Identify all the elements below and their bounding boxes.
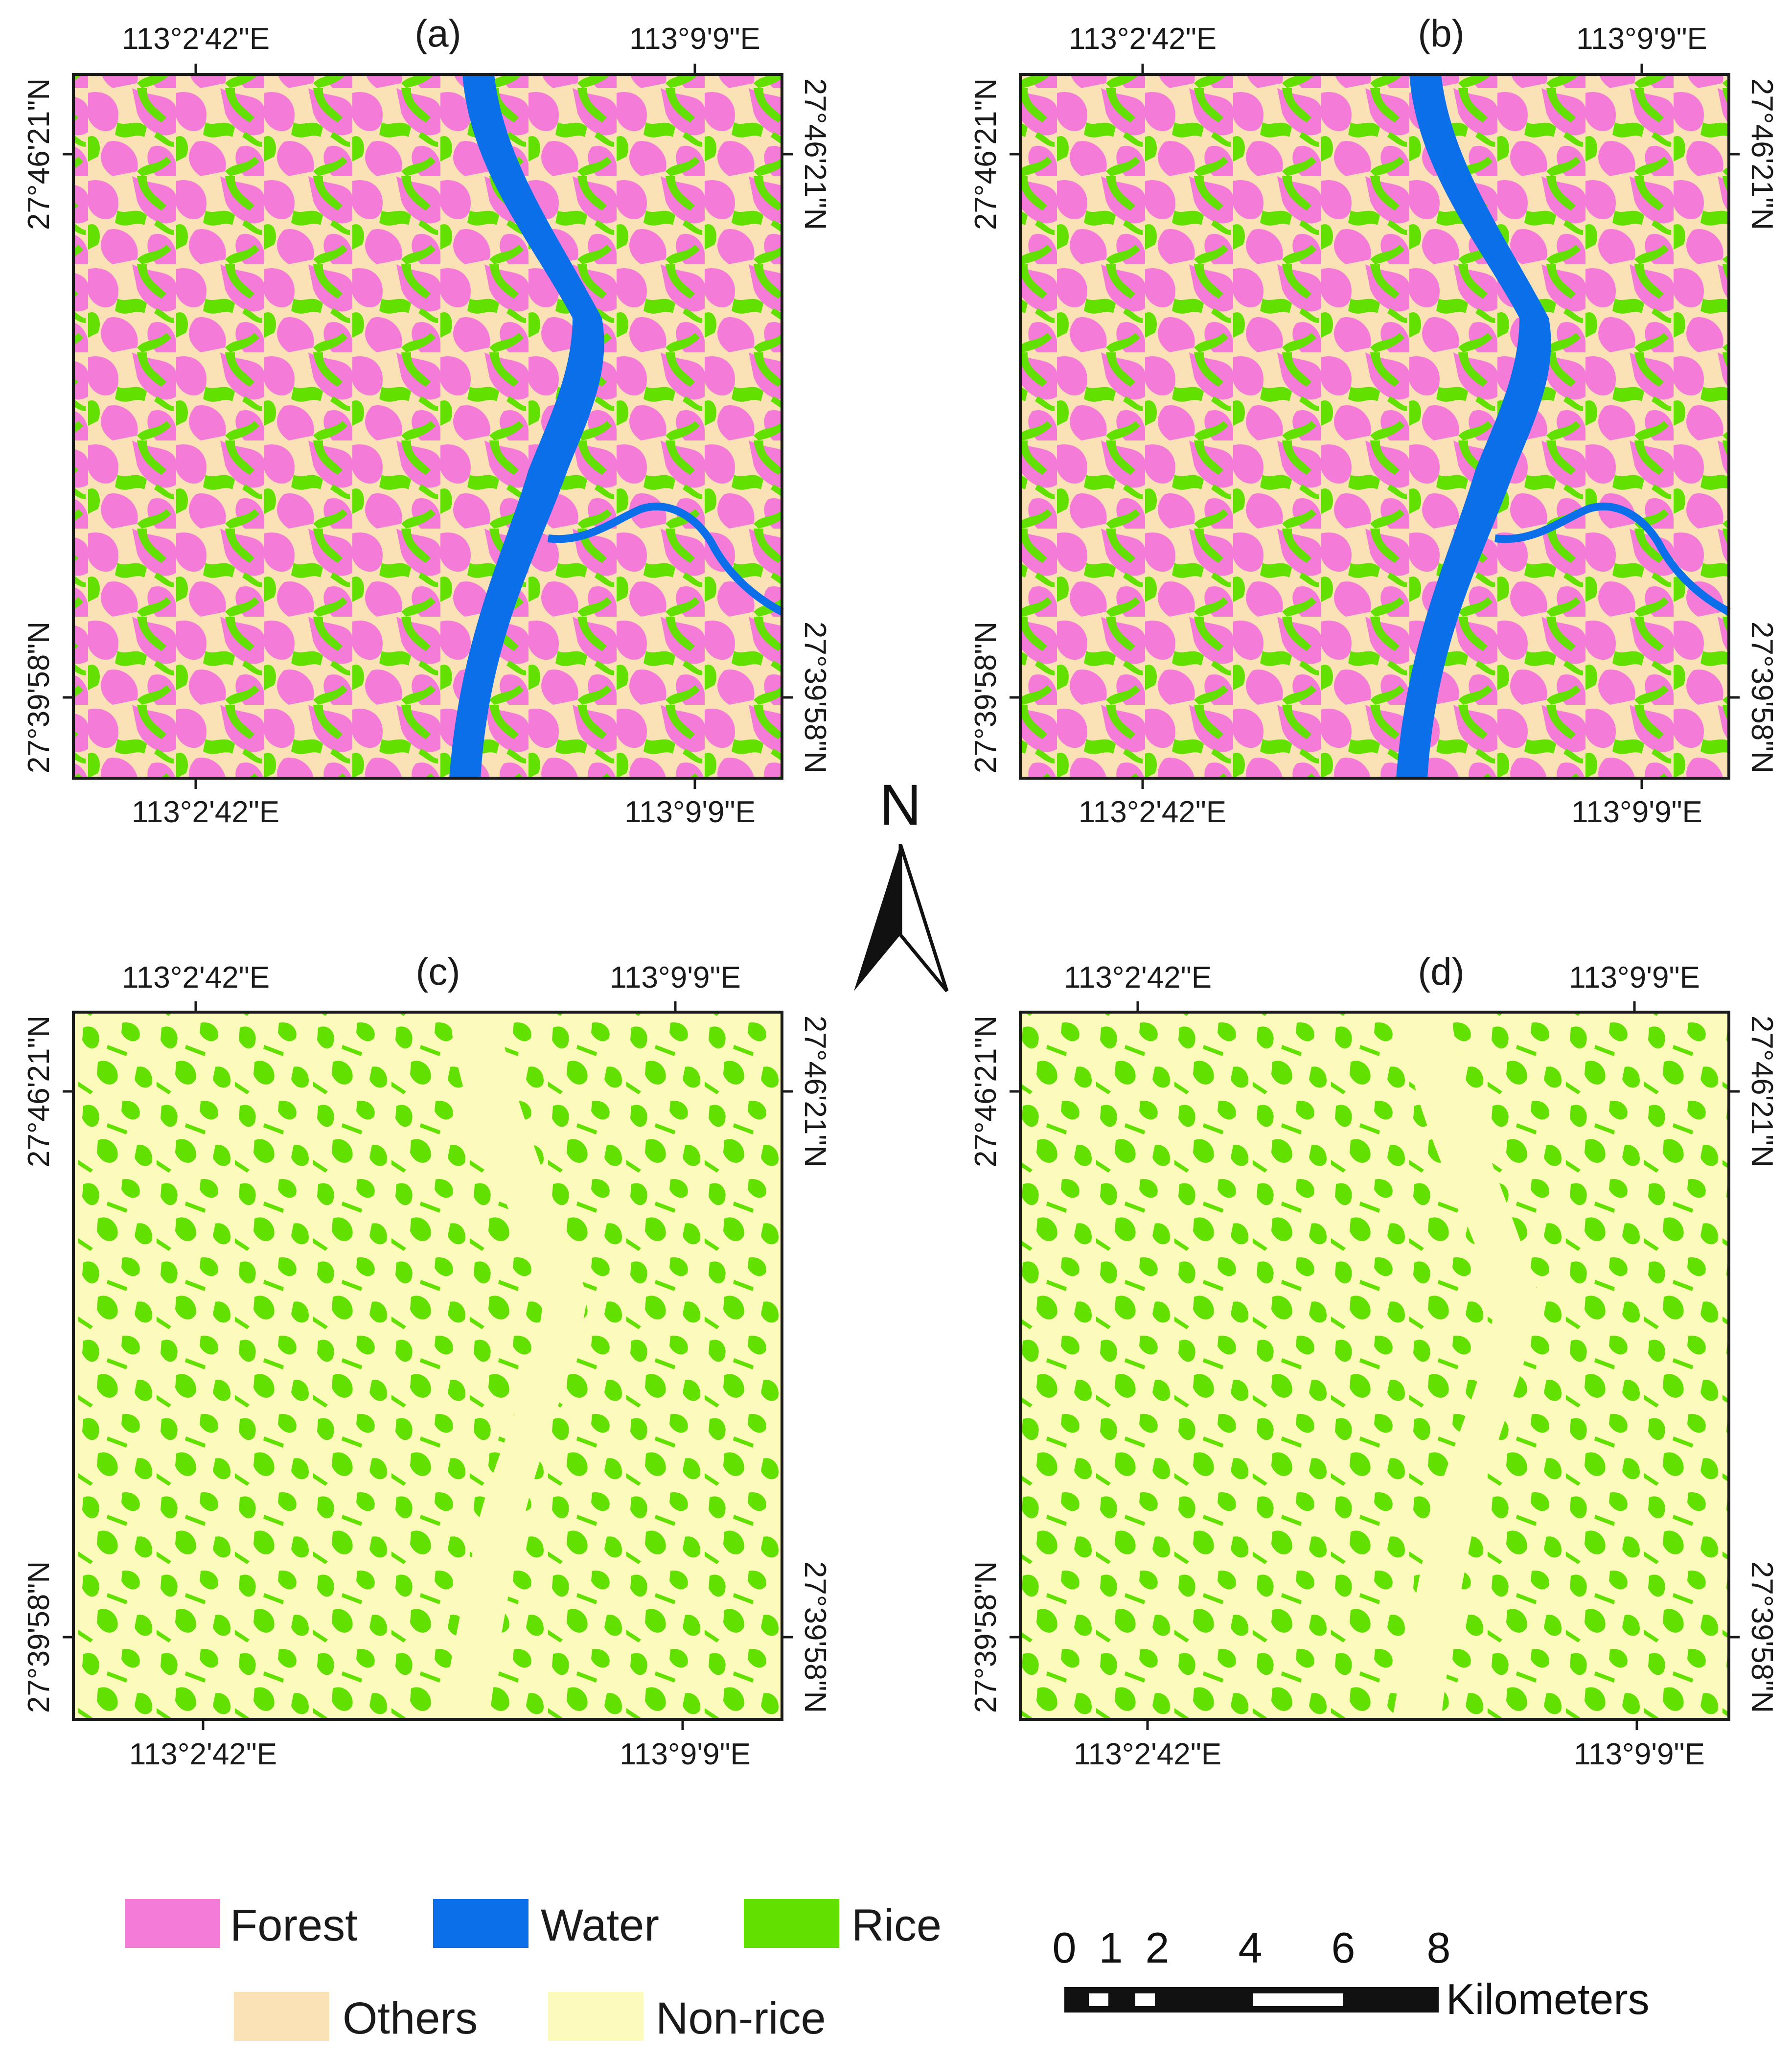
panel-d-frame: [1019, 1011, 1730, 1721]
panel-c-river-corridor: [440, 1012, 587, 1719]
panel-b-frame: [1019, 73, 1730, 780]
legend-label-others: Others: [343, 1993, 478, 2043]
scale-bar: 0 1 2 4 6 8 Kilometers: [1053, 1923, 1650, 2023]
panel-b: (b) 113°2'42"E 113°9'9"E 113°2'42"E 113°…: [969, 12, 1779, 829]
panel-b-river: [1396, 74, 1551, 778]
scale-tick-8: 8: [1427, 1923, 1451, 1972]
panel-c-lon-bottom-right: 113°9'9"E: [620, 1737, 751, 1771]
panel-a-tributary: [548, 502, 784, 616]
panel-d-label: (d): [1418, 950, 1464, 993]
panel-d-lat-left-top: 27°46'21"N: [969, 1016, 1003, 1167]
panel-d-lon-top-left: 113°2'42"E: [1064, 961, 1212, 995]
panel-d-lon-bottom-left: 113°2'42"E: [1074, 1737, 1221, 1771]
panel-d: (d) 113°2'42"E 113°9'9"E 113°2'42"E 113°…: [969, 950, 1779, 1771]
panel-c-lat-right-bottom: 27°39'58"N: [798, 1561, 832, 1713]
panel-a-lat-left-bottom: 27°39'58"N: [22, 622, 56, 773]
panel-b-tributary: [1494, 502, 1731, 616]
panel-d-lon-top-right: 113°9'9"E: [1569, 961, 1700, 995]
legend: Forest Water Rice Others Non-rice: [125, 1899, 942, 2043]
panel-c-lon-top-left: 113°2'42"E: [122, 961, 270, 995]
panel-c-frame: [72, 1011, 783, 1721]
panel-a-lat-right-bottom: 27°39'58"N: [798, 622, 832, 773]
legend-swatch-non-rice: [548, 1992, 643, 2041]
scale-tick-2: 2: [1146, 1923, 1170, 1972]
panel-a-lon-bottom-left: 113°2'42"E: [132, 795, 279, 829]
panel-d-lat-right-top: 27°46'21"N: [1745, 1016, 1779, 1167]
north-arrow-icon-outline: [898, 843, 949, 993]
panel-d-river-corridor: [1392, 1012, 1539, 1719]
panel-b-lat-left-top: 27°46'21"N: [969, 78, 1003, 230]
panel-a-map-background: [73, 74, 782, 778]
scale-tick-4: 4: [1239, 1923, 1263, 1972]
legend-swatch-others: [234, 1992, 329, 2041]
panel-d-map-background: [1020, 1012, 1729, 1719]
panel-a-lon-bottom-right: 113°9'9"E: [624, 795, 756, 829]
legend-label-forest: Forest: [230, 1900, 358, 1950]
legend-label-water: Water: [541, 1900, 659, 1950]
panel-c-label: (c): [416, 950, 460, 993]
panel-c-lon-top-right: 113°9'9"E: [610, 961, 741, 995]
scale-bar-graphic: [1064, 1987, 1439, 2013]
panel-a-frame: [72, 73, 783, 780]
panel-b-lon-bottom-left: 113°2'42"E: [1079, 795, 1226, 829]
panel-b-lat-left-bottom: 27°39'58"N: [969, 622, 1003, 773]
panel-a-lon-top-left: 113°2'42"E: [122, 22, 270, 56]
scale-unit: Kilometers: [1446, 1975, 1650, 2023]
north-arrow-icon: [854, 844, 900, 991]
panel-c-lon-bottom-left: 113°2'42"E: [129, 1737, 277, 1771]
legend-swatch-water: [433, 1899, 528, 1948]
panel-c-map-background: [73, 1012, 782, 1719]
panel-c-lat-left-bottom: 27°39'58"N: [22, 1561, 56, 1713]
panel-b-lon-top-left: 113°2'42"E: [1069, 22, 1217, 56]
scale-tick-1: 1: [1099, 1923, 1123, 1972]
panel-a-lat-left-top: 27°46'21"N: [22, 78, 56, 230]
panel-a-river: [449, 74, 604, 778]
panel-d-lon-bottom-right: 113°9'9"E: [1574, 1737, 1705, 1771]
scale-tick-0: 0: [1053, 1923, 1077, 1972]
panel-b-lon-top-right: 113°9'9"E: [1576, 22, 1707, 56]
panel-a-lat-right-top: 27°46'21"N: [798, 78, 832, 230]
north-arrow-label: N: [879, 773, 921, 837]
panel-b-lat-right-top: 27°46'21"N: [1745, 78, 1779, 230]
panel-a: (a) 113°2'42"E 113°9'9"E 113°2'42"E 113°…: [22, 12, 832, 829]
panel-b-lon-bottom-right: 113°9'9"E: [1571, 795, 1702, 829]
panel-a-label: (a): [414, 12, 461, 55]
panel-d-lat-right-bottom: 27°39'58"N: [1745, 1561, 1779, 1713]
panel-b-lat-right-bottom: 27°39'58"N: [1745, 622, 1779, 773]
north-arrow: N: [854, 773, 949, 993]
panel-c-lat-right-top: 27°46'21"N: [798, 1016, 832, 1167]
legend-swatch-rice: [744, 1899, 839, 1948]
panel-c-lat-left-top: 27°46'21"N: [22, 1016, 56, 1167]
legend-label-rice: Rice: [851, 1900, 942, 1950]
legend-swatch-forest: [125, 1899, 220, 1948]
panel-c: (c) 113°2'42"E 113°9'9"E 113°2'42"E 113°…: [22, 950, 832, 1771]
panel-a-lon-top-right: 113°9'9"E: [629, 22, 760, 56]
scale-tick-6: 6: [1332, 1923, 1355, 1972]
panel-b-map-background: [1020, 74, 1729, 778]
panel-b-label: (b): [1418, 12, 1464, 55]
panel-d-lat-left-bottom: 27°39'58"N: [969, 1561, 1003, 1713]
legend-label-non-rice: Non-rice: [656, 1993, 826, 2043]
